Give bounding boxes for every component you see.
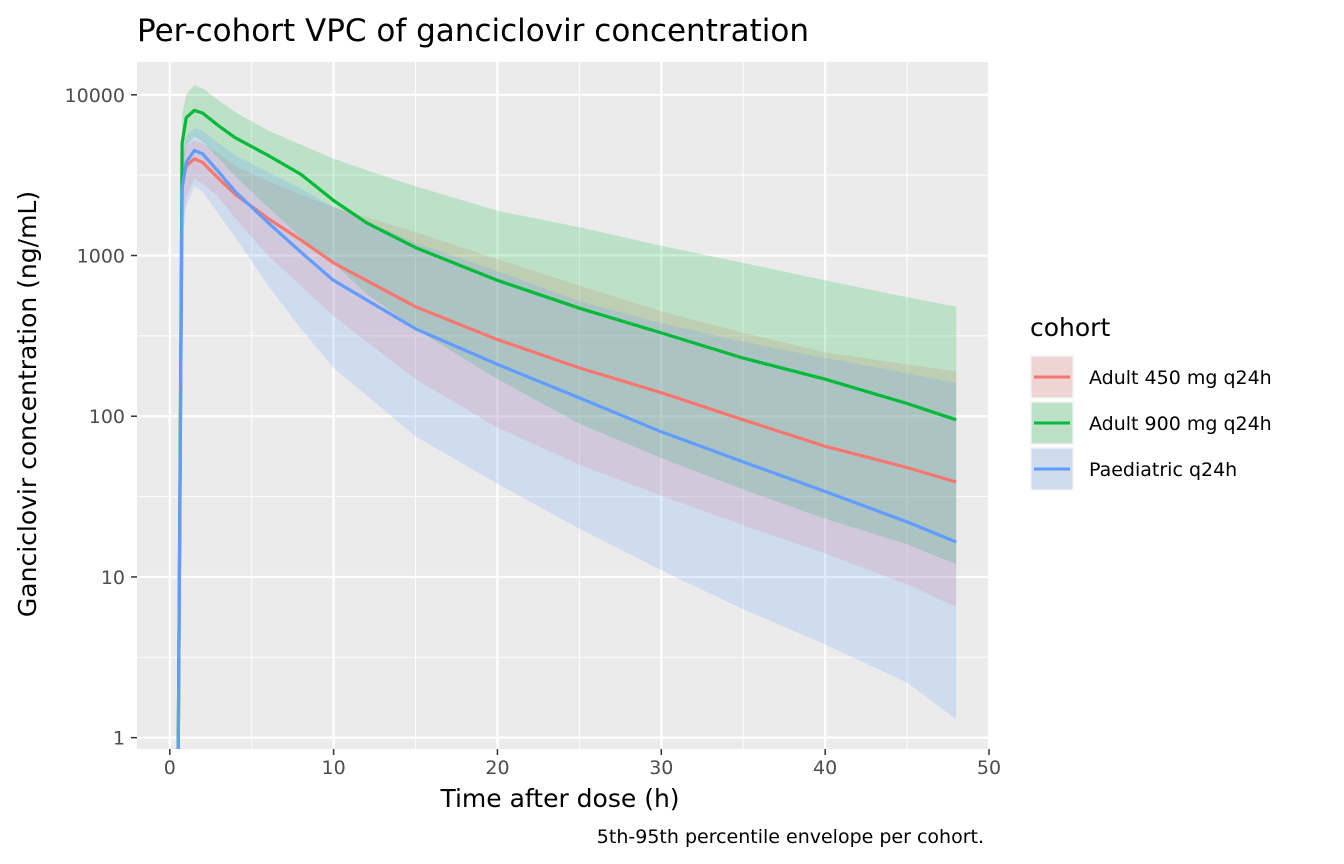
- legend-label: Adult 900 mg q24h: [1089, 413, 1272, 435]
- grid-major: [137, 62, 991, 749]
- ribbon-adult-900-mg-q24h: [178, 85, 957, 749]
- median-lines: [176, 108, 957, 749]
- x-tick-label: 0: [164, 757, 176, 779]
- legend-label: Paediatric q24h: [1089, 459, 1237, 481]
- x-tick-label: 40: [813, 757, 837, 779]
- caption: 5th-95th percentile envelope per cohort.: [597, 826, 984, 848]
- chart-title: Per-cohort VPC of ganciclovir concentrat…: [137, 13, 809, 49]
- legend-title: cohort: [1030, 313, 1110, 342]
- y-tick-label: 100: [89, 406, 125, 428]
- y-tick-label: 10: [101, 567, 125, 589]
- median-line-adult-900-mg-q24h: [176, 108, 957, 749]
- grid-minor: [137, 62, 989, 749]
- median-line-adult-450-mg-q24h: [176, 157, 957, 749]
- y-tick-label: 1000: [77, 246, 125, 268]
- y-tick-label: 1: [113, 728, 125, 750]
- x-axis-title: Time after dose (h): [439, 784, 679, 813]
- x-tick-label: 50: [977, 757, 1001, 779]
- x-axis: 0 10 20 30 40 50: [164, 749, 1001, 779]
- legend-label: Adult 450 mg q24h: [1089, 367, 1272, 389]
- x-tick-label: 10: [322, 757, 346, 779]
- y-axis-title: Ganciclovir concentration (ng/mL): [13, 191, 42, 617]
- median-line-paediatric-q24h: [176, 148, 957, 749]
- x-tick-label: 30: [649, 757, 673, 779]
- ribbon-adult-450-mg-q24h: [178, 140, 957, 749]
- y-tick-label: 10000: [65, 85, 125, 107]
- x-tick-label: 20: [485, 757, 509, 779]
- plot-panel: [137, 62, 989, 749]
- y-axis: 1 10 100 1000 10000: [65, 85, 137, 750]
- legend: Adult 450 mg q24h Adult 900 mg q24h Paedia…: [1030, 355, 1272, 491]
